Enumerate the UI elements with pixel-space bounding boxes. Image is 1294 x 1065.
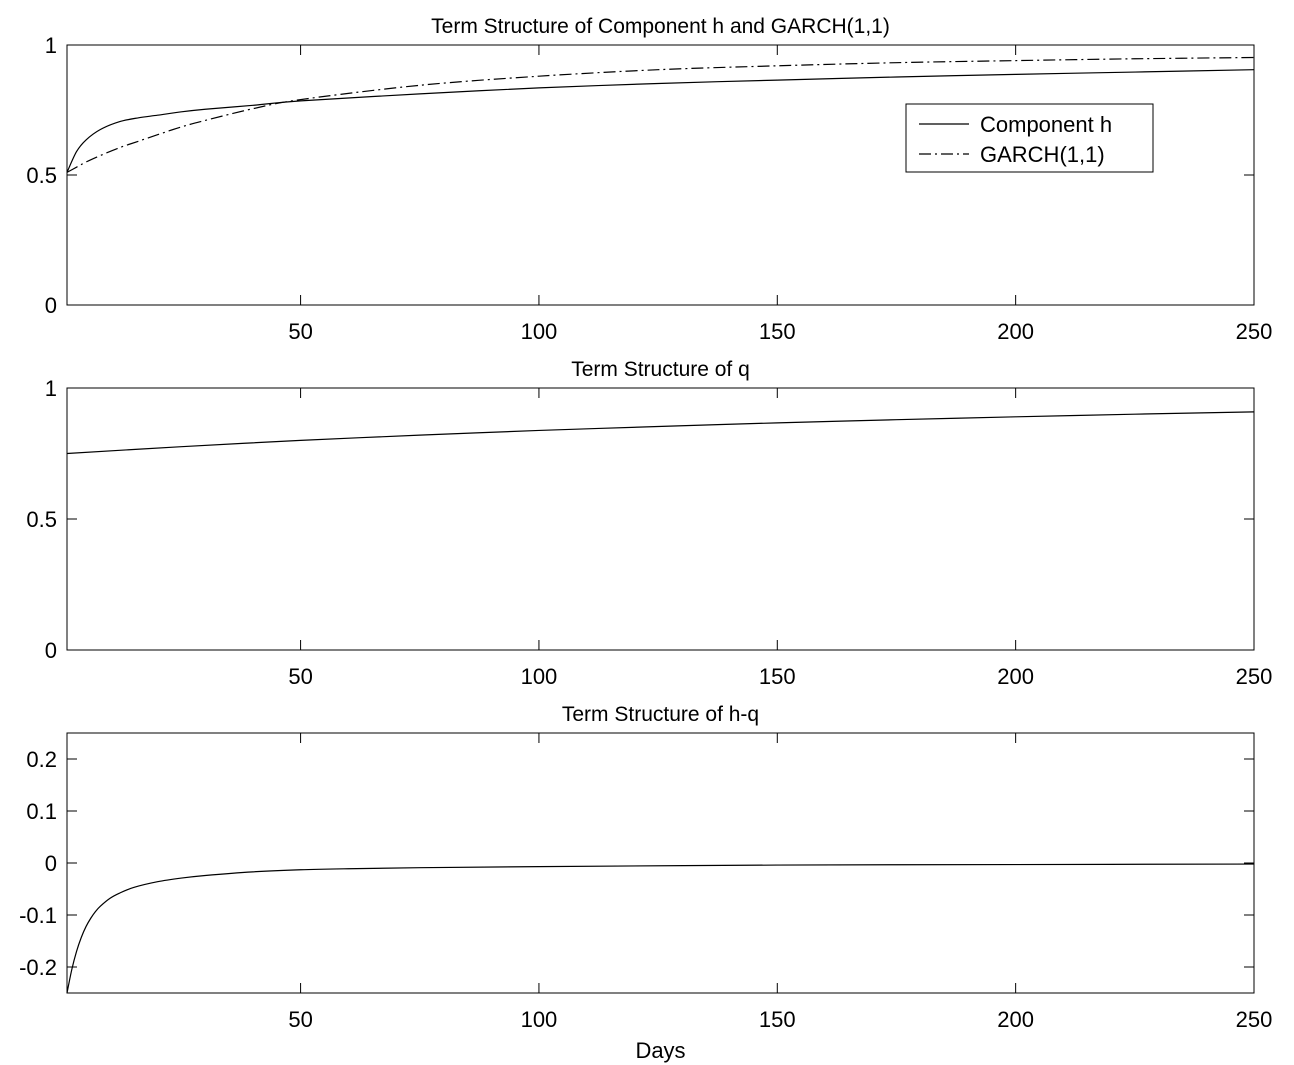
y-tick-label: 0.2 [26,747,57,772]
x-tick-label: 100 [521,1007,558,1032]
legend-entry: Component h [980,112,1112,137]
series-line-2 [66,56,1255,173]
subplot-3: Term Structure of h-q 50 100 150 200 250 -0.2 -… [19,703,1272,1063]
chart-title: Term Structure of q [571,358,750,381]
x-tick-label: 200 [997,664,1034,689]
y-tick-label: -0.1 [19,903,57,928]
legend: Component h GARCH(1,1) [905,103,1154,173]
x-tick-label: 150 [759,664,796,689]
series-line-1 [66,411,1255,455]
series-line-1 [66,69,1255,173]
y-tick-label: 1 [45,33,57,58]
y-tick-label: 0.5 [26,163,57,188]
y-tick-label: -0.2 [19,955,57,980]
chart-title: Term Structure of Component h and GARCH(… [431,15,890,38]
subplot-1: Term Structure of Component h and GARCH(… [26,15,1272,344]
x-tick-label: 50 [288,664,312,689]
subplot-2: Term Structure of q 50 100 150 200 250 0 0.5 1 [26,358,1272,689]
x-tick-label: 250 [1236,319,1273,344]
y-tick-label: 0.1 [26,799,57,824]
x-tick-label: 250 [1236,1007,1273,1032]
y-tick-label: 0 [45,638,57,663]
axes-frame [66,732,1255,994]
x-tick-label: 50 [288,1007,312,1032]
y-tick-label: 0 [45,851,57,876]
legend-entry: GARCH(1,1) [980,142,1105,167]
chart-title: Term Structure of h-q [562,703,759,726]
y-tick-label: 0.5 [26,507,57,532]
x-tick-label: 100 [521,664,558,689]
axes-frame [66,387,1255,651]
x-tick-label: 150 [759,319,796,344]
legend-box [905,103,1154,173]
x-axis-label: Days [635,1038,685,1063]
x-tick-label: 200 [997,1007,1034,1032]
x-tick-label: 50 [288,319,312,344]
x-tick-label: 250 [1236,664,1273,689]
x-tick-label: 100 [521,319,558,344]
x-tick-label: 200 [997,319,1034,344]
y-tick-label: 1 [45,376,57,401]
y-tick-label: 0 [45,293,57,318]
series-line-1 [66,863,1255,994]
x-tick-label: 150 [759,1007,796,1032]
